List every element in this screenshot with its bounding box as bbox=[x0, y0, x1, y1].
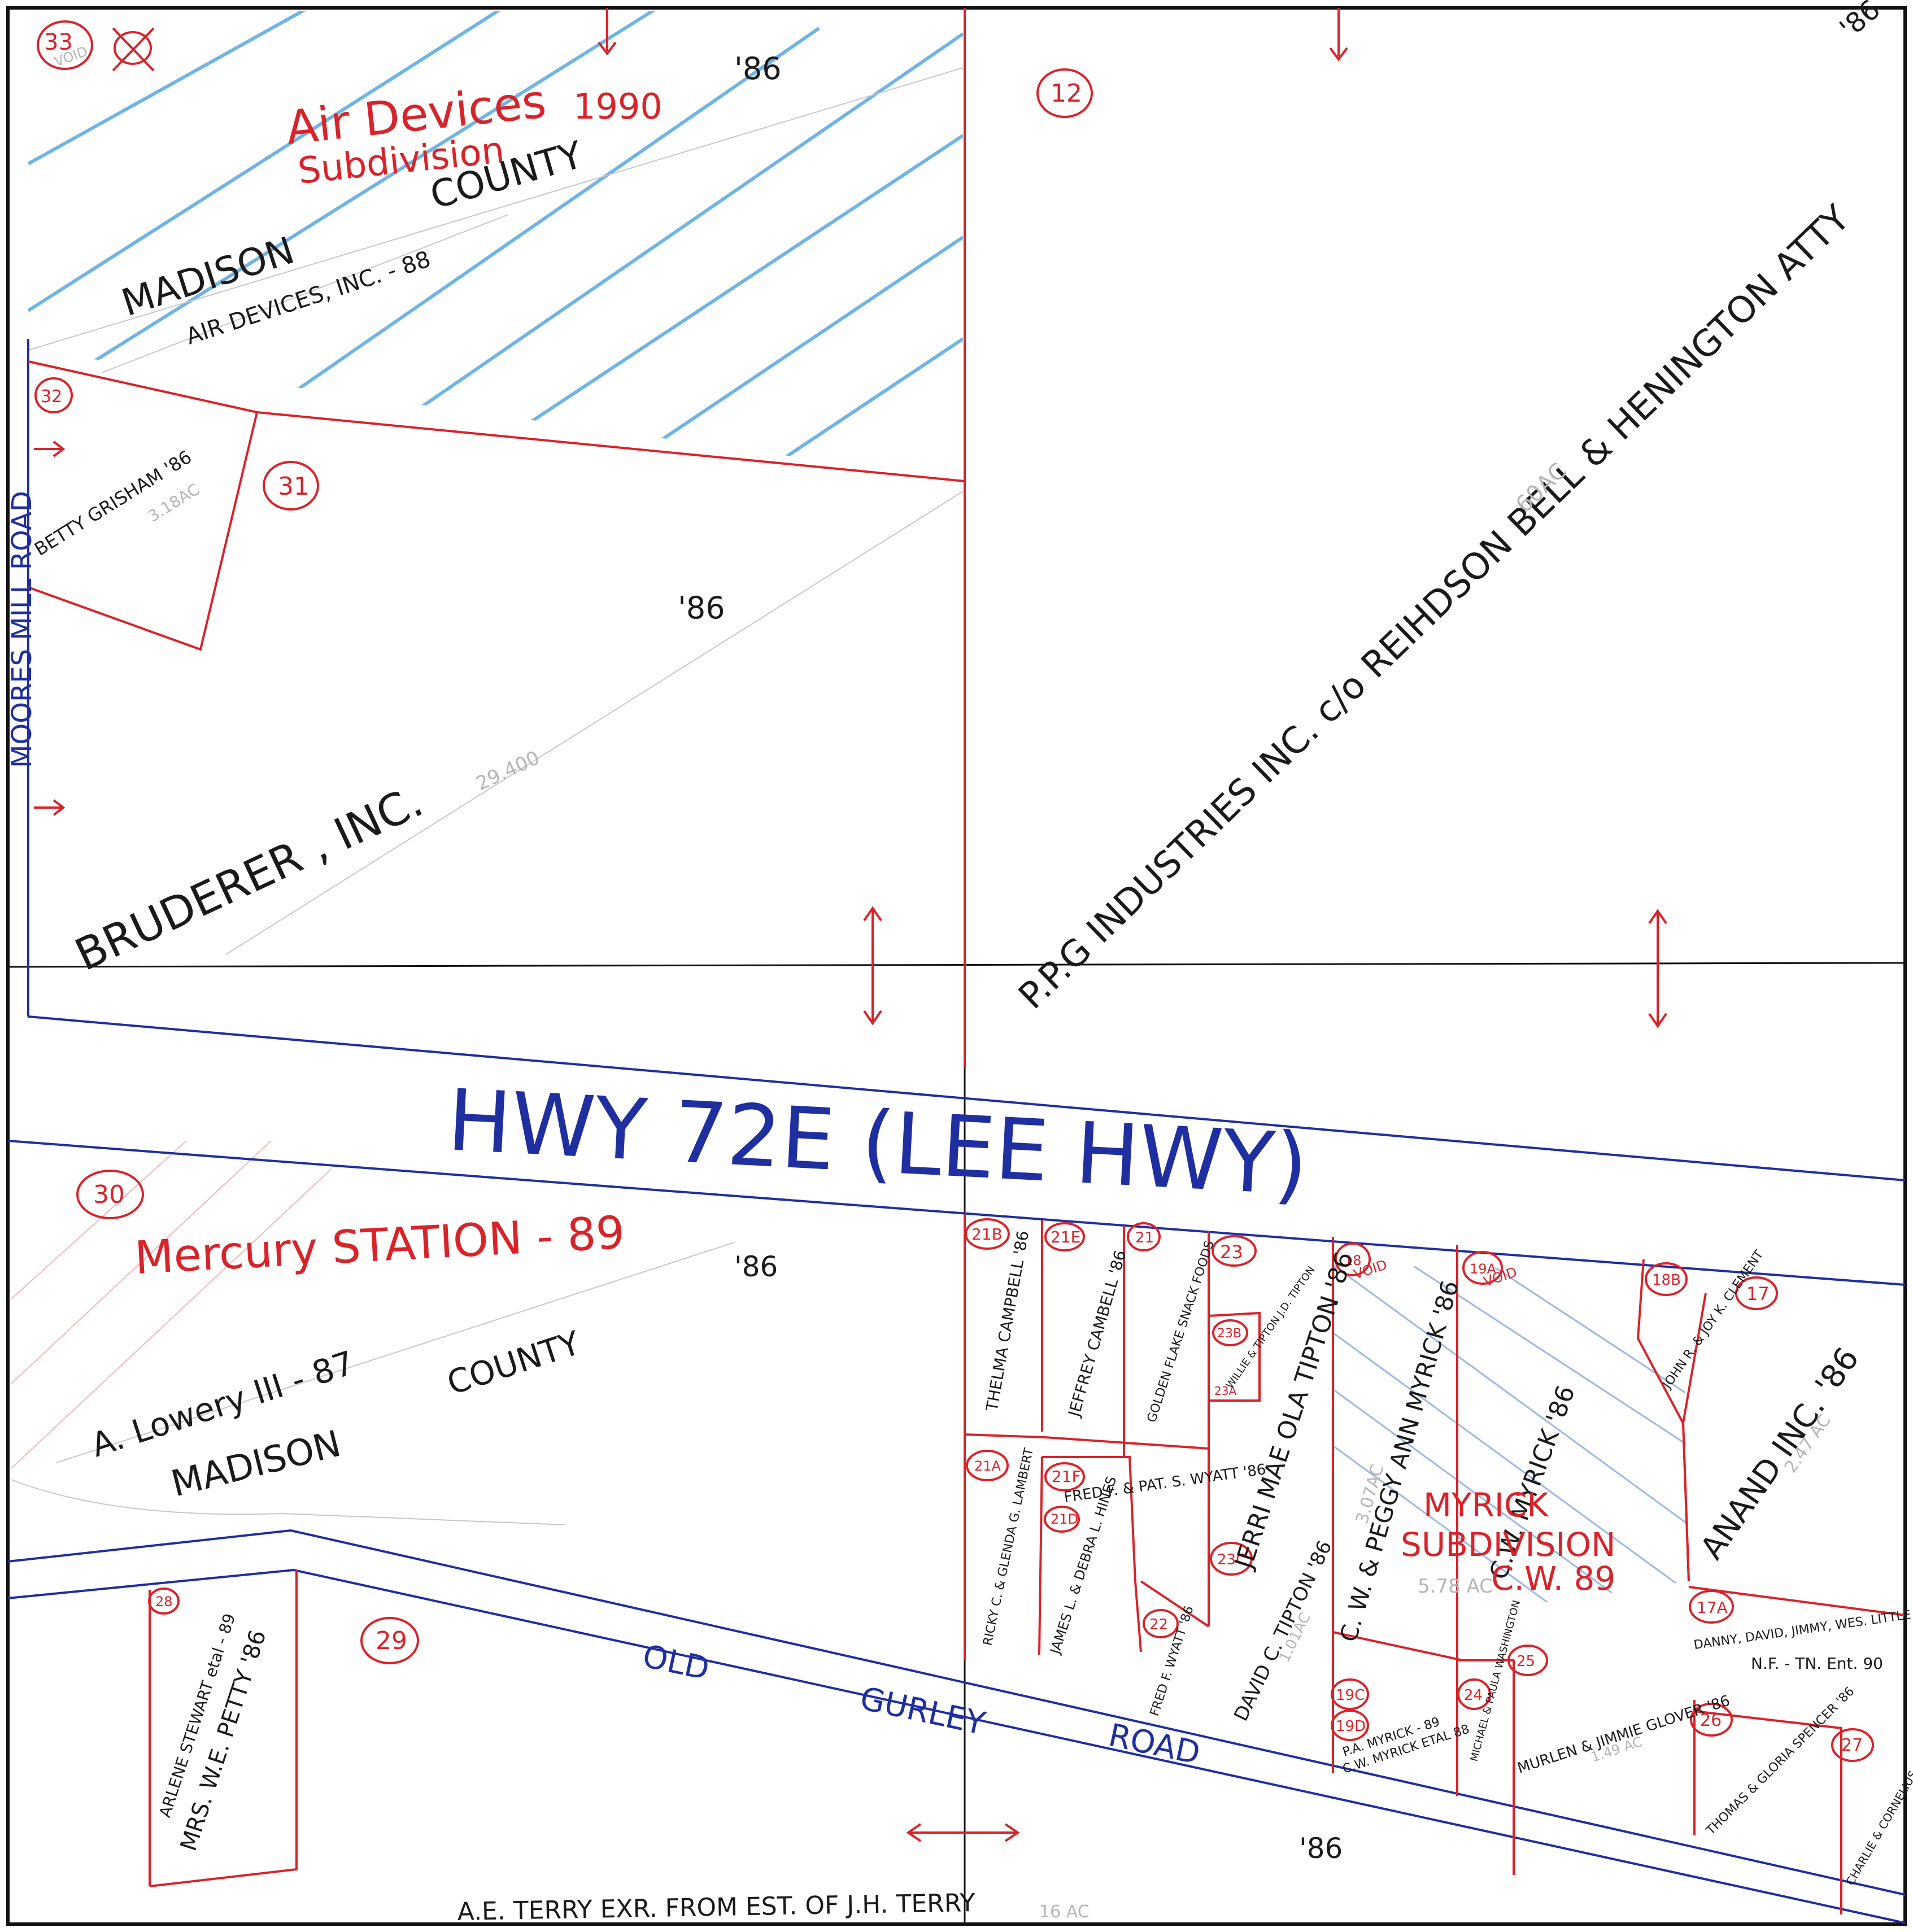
year-86-middle: '86 bbox=[678, 590, 725, 626]
myrick-subdivision-name: MYRICK bbox=[1423, 1486, 1549, 1524]
parcel-22: 22 bbox=[1149, 1616, 1168, 1633]
golden-flake-owner: GOLDEN FLAKE SNACK FOODS bbox=[1145, 1239, 1217, 1424]
parcel-boundaries bbox=[28, 8, 1906, 1914]
year-86-lower-left: '86 bbox=[734, 1250, 778, 1283]
parcel-23: 23 bbox=[1220, 1241, 1243, 1263]
parcel-18: 18 bbox=[1344, 1253, 1362, 1268]
parcel-21a: 21A bbox=[974, 1458, 1001, 1474]
ppg-industries-owner: P.P.G INDUSTRIES INC. c/o REIHDSON BELL … bbox=[1011, 197, 1858, 1017]
anand-inc-owner: ANAND INC. '86 bbox=[1693, 1341, 1866, 1566]
parcel-33: 33 bbox=[44, 29, 73, 55]
parcel-21: 21 bbox=[1135, 1229, 1154, 1246]
terry-year: '86 bbox=[1299, 1832, 1343, 1865]
air-devices-hatching bbox=[28, 11, 963, 470]
murlen-glover-owner: MURLEN & JIMMIE GLOVER '86 bbox=[1515, 1692, 1732, 1777]
parcel-23a: 23A bbox=[1214, 1384, 1236, 1398]
parcel-32: 32 bbox=[41, 387, 62, 407]
parcel-29: 29 bbox=[376, 1626, 407, 1655]
old-gurley-road-road: ROAD bbox=[1105, 1717, 1203, 1772]
parcel-23c: 23C bbox=[1217, 1551, 1246, 1568]
parcel-24: 24 bbox=[1464, 1687, 1483, 1704]
parcel-21d: 21D bbox=[1051, 1511, 1078, 1527]
parcel-25: 25 bbox=[1517, 1653, 1535, 1670]
parcel-28: 28 bbox=[155, 1594, 173, 1610]
road-lines bbox=[7, 339, 1906, 1924]
parcel-27: 27 bbox=[1841, 1735, 1863, 1755]
fred-pat-wyatt-owner: FRED F. & PAT. S. WYATT '86 bbox=[1063, 1461, 1267, 1506]
jeffrey-cambell-owner: JEFFREY CAMBELL '86 bbox=[1064, 1248, 1130, 1420]
madison-county-bottom-madison: MADISON bbox=[167, 1423, 345, 1506]
parcel-21e: 21E bbox=[1051, 1228, 1080, 1246]
parcel-17: 17 bbox=[1746, 1283, 1770, 1305]
old-gurley-road-gurley: GURLEY bbox=[857, 1680, 988, 1742]
bruderer-owner: BRUDERER , INC. bbox=[68, 776, 430, 981]
myrick-subdivision-acres: 5.78 AC bbox=[1418, 1575, 1493, 1598]
thelma-campbell-owner: THELMA CAMPBELL '86 bbox=[982, 1229, 1032, 1414]
parcel-21f: 21F bbox=[1052, 1467, 1081, 1486]
bruderer-acres: 29.400 bbox=[473, 747, 543, 796]
parcel-19a: 19A bbox=[1470, 1261, 1497, 1277]
parcel-19d: 19D bbox=[1336, 1718, 1366, 1735]
parcel-23b: 23B bbox=[1217, 1327, 1241, 1341]
parcel-18b: 18B bbox=[1652, 1272, 1681, 1289]
terry-owner: A.E. TERRY EXR. FROM EST. OF J.H. TERRY bbox=[457, 1889, 975, 1926]
sheet-horizontal-divider bbox=[7, 962, 1906, 968]
mercury-hatching bbox=[11, 1141, 350, 1469]
parcel-circles bbox=[34, 20, 1874, 1762]
pencil-lines bbox=[11, 67, 964, 1525]
parcel-17a: 17A bbox=[1697, 1598, 1728, 1617]
parcel-31: 31 bbox=[278, 472, 310, 501]
parcel-12: 12 bbox=[1051, 79, 1082, 108]
madison-county-bottom-county: COUNTY bbox=[442, 1323, 585, 1402]
void-cross-mark bbox=[112, 27, 155, 72]
year-86-top: '86 bbox=[734, 51, 782, 86]
air-devices-year: 1990 bbox=[573, 86, 663, 127]
moores-mill-road-label: MOORES MILL ROAD bbox=[6, 491, 38, 768]
highway-72e-label: HWY 72E (LEE HWY) bbox=[445, 1071, 1310, 1215]
parcel-19c: 19C bbox=[1336, 1687, 1365, 1704]
nf-tn-ent-note: N.F. - TN. Ent. 90 bbox=[1751, 1654, 1883, 1673]
mercury-station-label: Mercury STATION - 89 bbox=[133, 1206, 626, 1284]
charlie-cornelius-owner: CHARLIE & CORNELIUS bbox=[1844, 1768, 1913, 1887]
old-gurley-road-old: OLD bbox=[639, 1638, 712, 1687]
parcel-30: 30 bbox=[93, 1180, 125, 1209]
myrick-subdivision-year: C.W. 89 bbox=[1491, 1559, 1615, 1598]
terry-acres: 16 AC bbox=[1039, 1902, 1090, 1922]
direction-arrows bbox=[34, 8, 1667, 1842]
ricky-lambert-owner: RICKY C. & GLENDA G. LAMBERT bbox=[981, 1446, 1036, 1647]
parcel-26: 26 bbox=[1700, 1711, 1722, 1730]
parcel-21b: 21B bbox=[971, 1225, 1003, 1244]
myrick-subdivision-label: SUBDIVISION bbox=[1401, 1525, 1616, 1564]
